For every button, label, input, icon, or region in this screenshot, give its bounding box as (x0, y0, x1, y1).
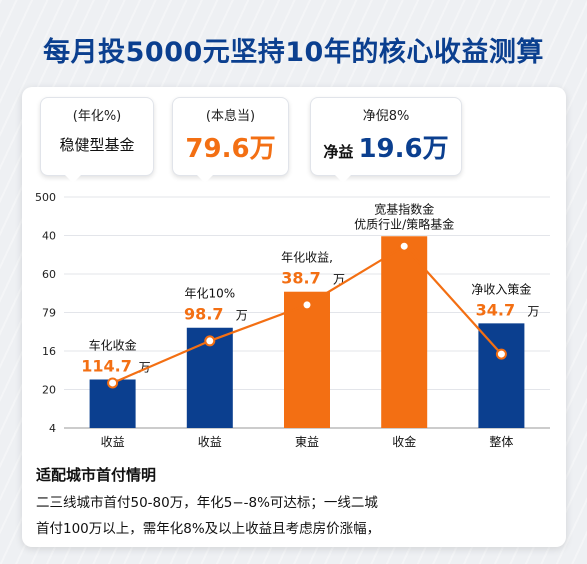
card-subtitle: (本息当) (205, 109, 256, 124)
y-tick-label: 60 (42, 268, 56, 281)
bar (381, 236, 428, 428)
data-label: 114.7 (81, 356, 132, 375)
bar-annotation: 优质行业/策略基金 (354, 216, 454, 231)
chart-area: 500 40 60 79 16 20 4 收益 车化收金 114.7 万收益 年化10% 98.7 万東益… (22, 185, 566, 455)
page-title: 每月投5000元坚持10年的核心收益测算 (43, 37, 544, 68)
card-value: 19.6万 (358, 134, 449, 164)
notes-line: 首付100万以上，需年化8%及以上收益且考虑房价涨幅， (36, 521, 381, 537)
y-tick-label: 4 (49, 422, 56, 435)
notes-section: 适配城市首付情明 二三线城市首付50-80万，年化5−-8%可达标；一线二城 首… (36, 464, 556, 537)
line-point (301, 299, 313, 311)
notes-line: 二三线城市首付50-80万，年化5−-8%可达标；一线二城 (36, 495, 378, 511)
data-label-unit: 万 (236, 309, 248, 323)
x-tick-label: 收益 (198, 435, 222, 449)
data-label: 38.7 (281, 269, 320, 288)
y-tick-label: 79 (42, 307, 56, 320)
card-prefix: 净益 (323, 143, 354, 161)
card-main-text: 稳健型基金 (59, 136, 135, 154)
bar-annotation: 年化10% (184, 287, 235, 301)
data-label: 34.7 (476, 300, 515, 319)
line-point (398, 240, 410, 252)
line-point (495, 348, 507, 360)
line-point (107, 377, 119, 389)
card-subtitle: 净倪8% (362, 109, 410, 124)
data-label-unit: 万 (527, 304, 539, 318)
x-tick-label: 收益 (101, 435, 125, 449)
y-tick-label: 500 (35, 191, 56, 204)
y-tick-label: 40 (42, 230, 56, 243)
bar-annotation: 车化收金 (89, 337, 137, 352)
info-card-principal: (本息当) 79.6万 (172, 97, 289, 183)
x-tick-label: 東益 (295, 435, 319, 449)
bar-annotation: 宽基指数金 (374, 201, 434, 216)
y-tick-label: 16 (42, 345, 56, 358)
info-card-fund-type: (年化%) 稳健型基金 (40, 97, 154, 183)
card-value: 79.6万 (185, 134, 276, 164)
notes-title: 适配城市首付情明 (36, 466, 157, 484)
line-point (204, 335, 216, 347)
info-card-net-gain: 净倪8% 净益 19.6万 (310, 97, 462, 183)
bar-annotation: 净收入策金 (471, 281, 531, 296)
x-tick-label: 收金 (392, 434, 416, 449)
bar-line-chart: 500 40 60 79 16 20 4 收益 车化收金 114.7 万收益 年化10% 98.7 万東益… (35, 191, 550, 449)
card-subtitle: (年化%) (72, 109, 122, 124)
bar (478, 323, 525, 428)
data-label: 98.7 (184, 305, 223, 324)
bar-annotation: 年化收益, (281, 251, 333, 265)
bar (284, 291, 330, 428)
x-tick-label: 整体 (489, 434, 513, 449)
y-tick-label: 20 (42, 384, 56, 397)
